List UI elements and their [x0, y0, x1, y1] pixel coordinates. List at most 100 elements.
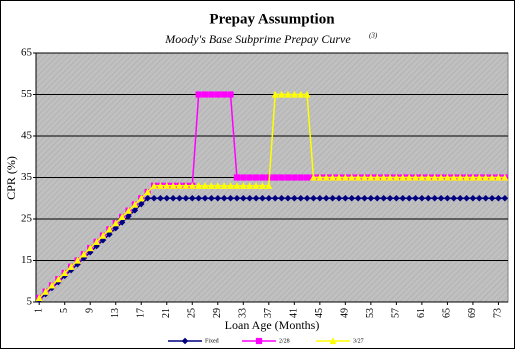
- data-point: [354, 173, 362, 181]
- data-point: [195, 182, 203, 189]
- data-point: [482, 194, 489, 202]
- data-point: [284, 174, 292, 181]
- data-point: [239, 182, 247, 189]
- x-tick-label: 1: [33, 308, 44, 313]
- data-point: [316, 173, 324, 181]
- data-point: [61, 269, 69, 277]
- data-point: [297, 90, 305, 98]
- x-tick-label: 13: [110, 308, 121, 318]
- data-point: [169, 182, 177, 189]
- x-tick-label: 49: [340, 308, 351, 318]
- data-point: [246, 174, 253, 181]
- data-point: [252, 194, 260, 202]
- data-point: [316, 194, 324, 202]
- data-point: [137, 194, 145, 202]
- data-point: [272, 174, 279, 181]
- x-tick-label: 21: [161, 308, 172, 318]
- data-point: [80, 250, 88, 258]
- data-point: [131, 200, 139, 208]
- data-point: [227, 91, 234, 98]
- data-point: [367, 173, 375, 181]
- data-point: [278, 194, 285, 202]
- data-point: [437, 173, 445, 181]
- data-point: [475, 173, 483, 181]
- data-point: [214, 182, 222, 189]
- data-point: [252, 174, 260, 181]
- data-point: [361, 173, 368, 181]
- x-tick-label: 69: [467, 308, 478, 318]
- data-point: [456, 173, 464, 181]
- legend-marker: [329, 337, 337, 345]
- y-axis-label: CPR (%): [4, 156, 18, 200]
- data-point: [291, 194, 298, 202]
- data-point: [310, 194, 317, 202]
- legend-label: 3/27: [353, 338, 364, 344]
- data-point: [488, 194, 496, 202]
- data-point: [99, 236, 107, 244]
- data-point: [290, 90, 298, 98]
- data-point: [291, 174, 298, 181]
- data-point: [444, 194, 451, 202]
- data-point: [431, 194, 438, 202]
- data-point: [240, 174, 247, 181]
- data-point: [112, 219, 120, 227]
- data-point: [424, 194, 432, 202]
- data-point: [150, 182, 158, 189]
- data-point: [278, 90, 285, 98]
- data-point: [144, 188, 152, 196]
- data-point: [463, 194, 470, 202]
- data-point: [380, 173, 388, 181]
- data-point: [176, 182, 183, 189]
- x-tick-label: 73: [493, 308, 504, 318]
- subtitle-note: (3): [369, 32, 378, 40]
- data-point: [329, 173, 337, 181]
- data-point: [259, 174, 266, 181]
- data-point: [163, 182, 171, 189]
- data-point: [150, 194, 158, 202]
- data-point: [341, 173, 349, 181]
- data-point: [54, 275, 62, 283]
- data-point: [246, 194, 253, 202]
- data-point: [450, 194, 458, 202]
- data-point: [246, 182, 254, 189]
- x-tick-label: 5: [59, 308, 70, 313]
- data-point: [259, 194, 266, 202]
- data-point: [361, 194, 368, 202]
- data-point: [208, 194, 215, 202]
- data-point: [463, 173, 470, 181]
- y-tick-label: 55: [21, 88, 33, 100]
- x-tick-label: 17: [136, 308, 147, 318]
- data-point: [501, 173, 509, 181]
- data-point: [74, 256, 81, 264]
- data-point: [233, 174, 241, 181]
- y-tick-label: 45: [21, 130, 33, 142]
- data-point: [303, 90, 311, 98]
- data-point: [412, 173, 419, 181]
- x-tick-label: 41: [289, 308, 300, 318]
- data-point: [278, 174, 285, 181]
- y-tick-label: 5: [27, 296, 33, 308]
- data-point: [405, 194, 413, 202]
- y-tick-label: 65: [21, 47, 33, 59]
- data-point: [227, 182, 234, 189]
- data-point: [348, 194, 356, 202]
- data-point: [182, 182, 190, 189]
- data-point: [201, 194, 209, 202]
- data-point: [157, 194, 164, 202]
- data-point: [233, 194, 241, 202]
- x-tick-label: 37: [263, 308, 274, 318]
- data-point: [386, 173, 394, 181]
- data-point: [259, 182, 266, 189]
- data-point: [418, 173, 426, 181]
- data-point: [297, 174, 304, 181]
- data-point: [208, 91, 215, 98]
- data-point: [131, 206, 139, 214]
- data-point: [176, 194, 183, 202]
- data-point: [482, 173, 490, 181]
- data-point: [252, 182, 260, 189]
- data-point: [392, 173, 400, 181]
- data-point: [443, 173, 451, 181]
- data-point: [67, 263, 75, 270]
- data-point: [137, 200, 145, 208]
